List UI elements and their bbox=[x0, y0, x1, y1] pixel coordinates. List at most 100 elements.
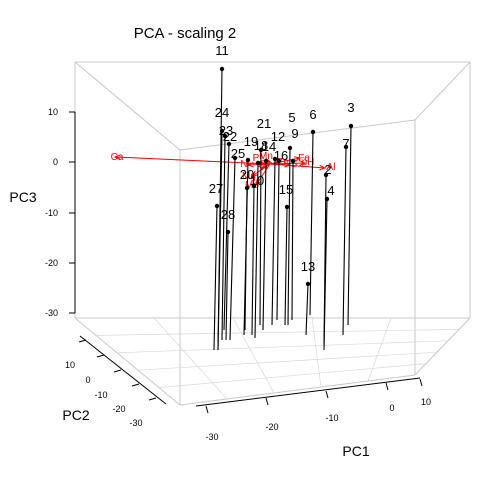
data-point bbox=[272, 156, 278, 162]
data-point bbox=[348, 123, 354, 129]
data-point bbox=[219, 128, 225, 134]
point-label: 7 bbox=[342, 136, 349, 151]
grid-line bbox=[311, 317, 322, 388]
data-point bbox=[343, 144, 349, 150]
drop-line bbox=[254, 162, 259, 339]
variable-label: K bbox=[257, 162, 264, 173]
site-point-9: 9 bbox=[290, 126, 299, 321]
drop-line bbox=[342, 146, 347, 336]
y-axis-line bbox=[79, 335, 167, 405]
x-tick-label: 10 bbox=[421, 397, 431, 407]
variable-arrow-head bbox=[267, 158, 273, 167]
z-tick-label: -20 bbox=[45, 258, 58, 268]
variable-arrow-line bbox=[255, 163, 271, 186]
data-point bbox=[232, 155, 238, 161]
site-point-23: 23 bbox=[219, 123, 233, 341]
variable-label: Fe bbox=[298, 153, 310, 164]
box-edge bbox=[74, 61, 181, 151]
variable-arrow-head bbox=[294, 156, 302, 162]
drop-line bbox=[229, 157, 236, 341]
data-point bbox=[255, 160, 261, 166]
box-edge bbox=[179, 119, 416, 151]
variable-label: Mn bbox=[259, 151, 273, 162]
variable-arrow-head bbox=[113, 154, 121, 161]
drop-line bbox=[276, 160, 280, 321]
point-label: 24 bbox=[215, 105, 229, 120]
z-tick-label: -30 bbox=[45, 308, 58, 318]
point-label: 14 bbox=[262, 139, 276, 154]
grid-line bbox=[153, 317, 228, 400]
x-axis-title: PC1 bbox=[342, 443, 369, 459]
site-point-21: 21 bbox=[257, 116, 271, 326]
box-edge bbox=[414, 317, 471, 376]
y-tick bbox=[148, 397, 157, 401]
drop-line bbox=[217, 130, 223, 351]
site-point-20: 20 bbox=[240, 167, 254, 331]
drop-line bbox=[213, 205, 218, 351]
site-point-3: 3 bbox=[347, 100, 355, 326]
z-tick-label: -10 bbox=[45, 208, 58, 218]
x-tick bbox=[385, 382, 389, 391]
data-point bbox=[244, 185, 250, 191]
site-point-13: 13 bbox=[301, 259, 315, 336]
x-tick-label: -30 bbox=[205, 432, 218, 442]
variable-label: Mg bbox=[242, 171, 256, 182]
drop-line bbox=[323, 198, 328, 351]
point-label: 10 bbox=[250, 173, 264, 188]
site-point-10: 10 bbox=[250, 173, 264, 336]
point-label: 25 bbox=[231, 146, 245, 161]
grid-line bbox=[367, 317, 392, 382]
site-point-25: 25 bbox=[229, 146, 245, 341]
data-point bbox=[226, 141, 232, 147]
data-point bbox=[276, 158, 282, 164]
variable-label: P bbox=[253, 153, 260, 164]
data-point bbox=[290, 158, 296, 164]
point-label: 21 bbox=[257, 116, 271, 131]
y-axis-title: PC2 bbox=[62, 407, 89, 423]
site-point-12: 12 bbox=[271, 129, 285, 326]
y-tick-label: 0 bbox=[85, 375, 90, 385]
point-label: 19 bbox=[244, 134, 258, 149]
point-label: 5 bbox=[288, 110, 295, 125]
point-label: 9 bbox=[291, 126, 298, 141]
data-point bbox=[263, 158, 269, 164]
y-tick bbox=[113, 369, 122, 373]
point-label: 20 bbox=[240, 167, 254, 182]
variable-label: S bbox=[291, 159, 298, 170]
variable-label: Ca bbox=[111, 152, 124, 163]
point-label: 23 bbox=[219, 123, 233, 138]
variable-arrows: CaFeAlNPKMgMnZnSMopH bbox=[111, 151, 336, 191]
point-label: 12 bbox=[271, 129, 285, 144]
data-point bbox=[225, 229, 231, 235]
variable-arrow-head bbox=[319, 164, 327, 171]
site-point-4: 4 bbox=[323, 183, 335, 351]
axes: 10 0 -10 -20 -30 -30 -20 -10 0 10 10 0 -10 -20 -30 bbox=[45, 107, 431, 442]
x-tick-label: -10 bbox=[325, 413, 338, 423]
data-point bbox=[245, 157, 251, 163]
y-tick bbox=[78, 339, 87, 343]
drop-line bbox=[221, 135, 226, 341]
variable-label: Al bbox=[327, 162, 336, 173]
point-label: 18 bbox=[254, 138, 268, 153]
variable-arrow-head bbox=[255, 179, 262, 187]
x-tick-label: 0 bbox=[389, 403, 394, 413]
point-label: 3 bbox=[347, 100, 354, 115]
point-label: 2 bbox=[324, 162, 331, 177]
site-point-16: 16 bbox=[274, 148, 288, 321]
variable-arrow-mn: Mn bbox=[259, 151, 273, 167]
y-tick-label: 10 bbox=[65, 360, 75, 370]
drop-line bbox=[284, 206, 288, 326]
data-point bbox=[251, 183, 257, 189]
variable-label: N bbox=[240, 159, 247, 170]
point-label: 13 bbox=[301, 259, 315, 274]
y-tick-label: -30 bbox=[129, 418, 142, 428]
x-tick-label: -20 bbox=[265, 422, 278, 432]
grid-line bbox=[95, 329, 460, 336]
z-axis-title: PC3 bbox=[9, 189, 36, 205]
variable-arrow-ph: pH bbox=[269, 157, 314, 168]
data-point bbox=[222, 133, 228, 139]
site-point-15: 15 bbox=[279, 182, 293, 326]
y-tick-label: -20 bbox=[112, 404, 125, 414]
data-point bbox=[214, 203, 220, 209]
y-tick bbox=[96, 354, 105, 358]
